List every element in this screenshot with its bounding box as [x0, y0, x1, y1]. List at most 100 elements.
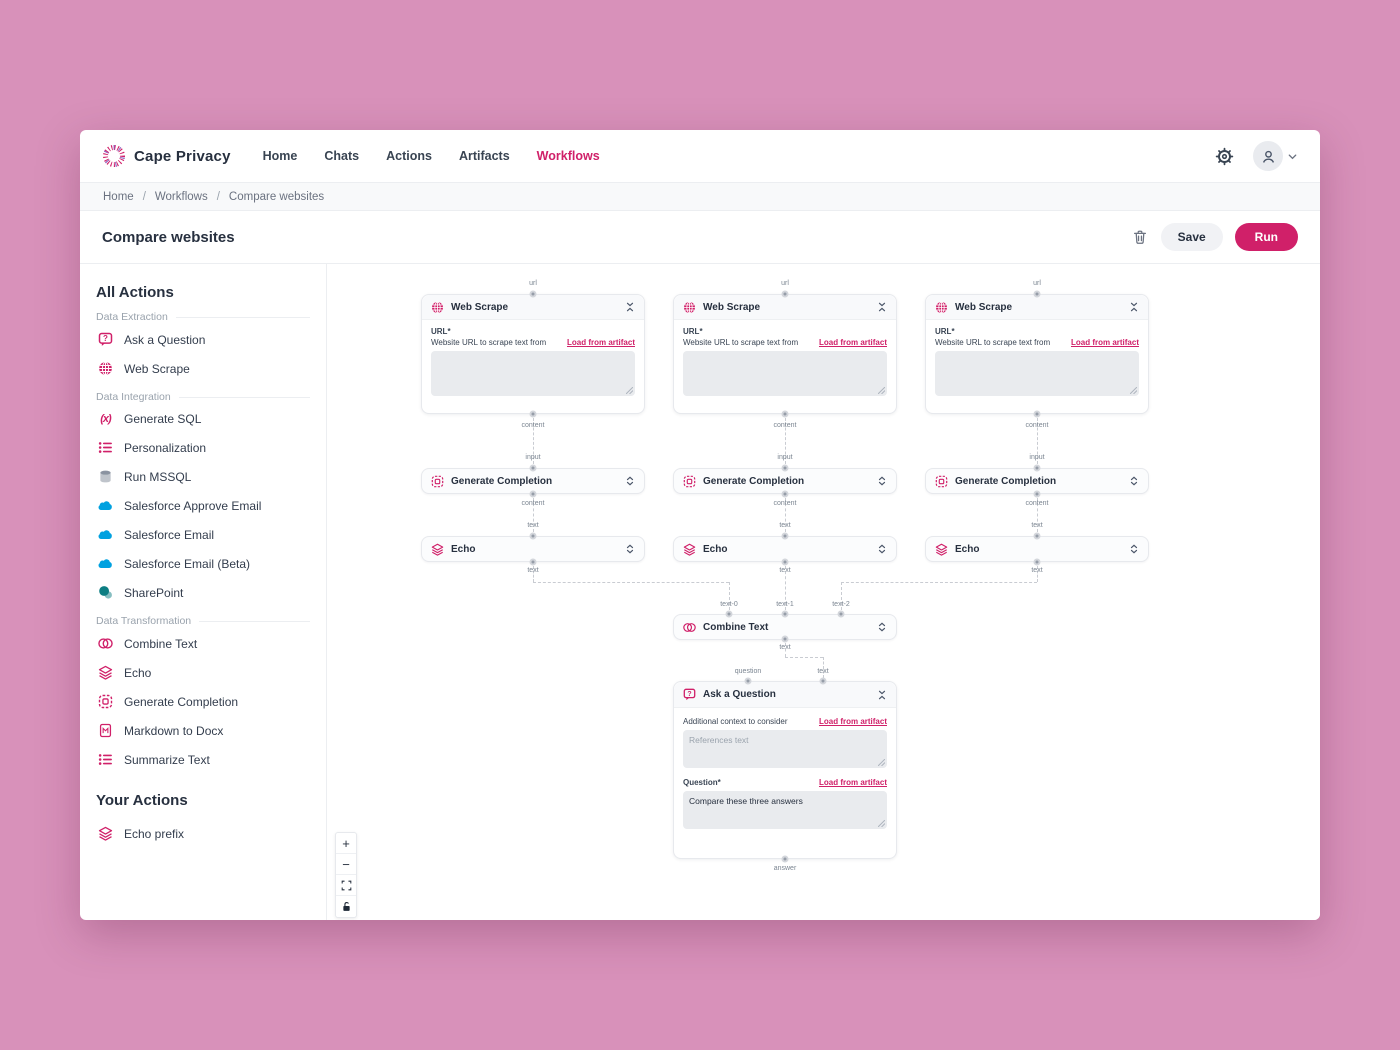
expand-node-icon[interactable] [1129, 544, 1139, 554]
expand-node-icon[interactable] [877, 476, 887, 486]
connection-handle[interactable] [819, 677, 827, 685]
sidebar-item-echo-prefix[interactable]: Echo prefix [96, 819, 310, 848]
settings-gear-icon[interactable] [1214, 146, 1235, 167]
connection-handle[interactable] [781, 410, 789, 418]
nav-item-home[interactable]: Home [262, 149, 298, 163]
zoom-out-button[interactable]: − [336, 854, 356, 875]
collapse-node-icon[interactable] [877, 690, 887, 700]
connection-handle[interactable] [781, 464, 789, 472]
collapse-node-icon[interactable] [1129, 302, 1139, 312]
connection-handle[interactable] [781, 490, 789, 498]
section-label: Data Transformation [96, 615, 192, 627]
nav-item-actions[interactable]: Actions [386, 149, 432, 163]
node-header[interactable]: Ask a Question [674, 682, 896, 708]
delete-workflow-button[interactable] [1131, 228, 1149, 246]
connection-handle[interactable] [1033, 558, 1041, 566]
sidebar-item-web-scrape[interactable]: Web Scrape [96, 354, 310, 383]
connection-handle[interactable] [1033, 410, 1041, 418]
nav-item-workflows[interactable]: Workflows [536, 149, 600, 163]
connection-handle[interactable] [529, 558, 537, 566]
node-web-scrape-2[interactable]: Web Scrape URL* Website URL to scrape te… [673, 294, 897, 414]
connection-handle[interactable] [744, 677, 752, 685]
expand-node-icon[interactable] [877, 622, 887, 632]
sidebar-item-combine-text[interactable]: Combine Text [96, 629, 310, 658]
connection-handle[interactable] [1033, 290, 1041, 298]
save-button[interactable]: Save [1160, 223, 1223, 251]
lock-interactivity-button[interactable] [336, 896, 356, 917]
connection-handle[interactable] [529, 532, 537, 540]
sidebar-item-echo[interactable]: Echo [96, 658, 310, 687]
node-web-scrape-3[interactable]: Web Scrape URL* Website URL to scrape te… [925, 294, 1149, 414]
connection-handle[interactable] [781, 558, 789, 566]
sidebar-item-markdown-to-docx[interactable]: Markdown to Docx [96, 716, 310, 745]
url-textarea[interactable] [935, 351, 1139, 396]
node-combine-text[interactable]: Combine Text [673, 614, 897, 640]
nav-item-chats[interactable]: Chats [324, 149, 360, 163]
node-echo-3[interactable]: Echo [925, 536, 1149, 562]
sidebar-item-generate-completion[interactable]: Generate Completion [96, 687, 310, 716]
fit-view-button[interactable] [336, 875, 356, 896]
nav-item-artifacts[interactable]: Artifacts [458, 149, 510, 163]
zoom-in-button[interactable]: + [336, 833, 356, 854]
sidebar-item-salesforce-email-beta[interactable]: Salesforce Email (Beta) [96, 549, 310, 578]
load-from-artifact-link[interactable]: Load from artifact [818, 717, 887, 726]
breadcrumb-workflows[interactable]: Workflows [154, 190, 208, 203]
load-from-artifact-link[interactable]: Load from artifact [818, 338, 887, 347]
connection-handle[interactable] [529, 410, 537, 418]
connection-handle[interactable] [781, 532, 789, 540]
load-from-artifact-link[interactable]: Load from artifact [1070, 338, 1139, 347]
connection-handle[interactable] [529, 290, 537, 298]
workflow-canvas[interactable]: url url url content content content inpu… [327, 264, 1320, 920]
connection-handle[interactable] [837, 610, 845, 618]
run-button[interactable]: Run [1234, 223, 1298, 251]
handle-label: text-2 [832, 601, 850, 608]
expand-node-icon[interactable] [625, 544, 635, 554]
node-web-scrape-1[interactable]: Web Scrape URL* Website URL to scrape te… [421, 294, 645, 414]
connection-handle[interactable] [529, 464, 537, 472]
sidebar-item-personalization[interactable]: Personalization [96, 433, 310, 462]
connection-handle[interactable] [781, 635, 789, 643]
node-header[interactable]: Web Scrape [926, 295, 1148, 320]
resize-grip-icon[interactable] [626, 387, 633, 394]
connection-handle[interactable] [781, 290, 789, 298]
sidebar-item-salesforce-email[interactable]: Salesforce Email [96, 520, 310, 549]
node-header[interactable]: Web Scrape [674, 295, 896, 320]
connection-handle[interactable] [1033, 490, 1041, 498]
collapse-node-icon[interactable] [625, 302, 635, 312]
question-textarea[interactable]: Compare these three answers [683, 791, 887, 829]
expand-node-icon[interactable] [1129, 476, 1139, 486]
context-textarea[interactable] [683, 730, 887, 768]
connection-handle[interactable] [725, 610, 733, 618]
connection-handle[interactable] [781, 855, 789, 863]
collapse-node-icon[interactable] [877, 302, 887, 312]
load-from-artifact-link[interactable]: Load from artifact [818, 778, 887, 787]
node-ask-a-question[interactable]: Ask a Question Additional context to con… [673, 681, 897, 859]
resize-grip-icon[interactable] [878, 820, 885, 827]
sidebar-item-salesforce-approve-email[interactable]: Salesforce Approve Email [96, 491, 310, 520]
resize-grip-icon[interactable] [878, 759, 885, 766]
url-textarea[interactable] [683, 351, 887, 396]
sidebar-item-generate-sql[interactable]: (x) Generate SQL [96, 405, 310, 433]
sidebar-item-run-mssql[interactable]: Run MSSQL [96, 462, 310, 491]
sidebar-item-summarize-text[interactable]: Summarize Text [96, 745, 310, 774]
chat-question-icon [98, 332, 113, 347]
connection-handle[interactable] [781, 610, 789, 618]
node-generate-completion-1[interactable]: Generate Completion [421, 468, 645, 494]
expand-node-icon[interactable] [625, 476, 635, 486]
resize-grip-icon[interactable] [1130, 387, 1137, 394]
connection-handle[interactable] [1033, 532, 1041, 540]
breadcrumb-home[interactable]: Home [103, 190, 134, 203]
user-menu[interactable] [1253, 141, 1298, 171]
connection-handle[interactable] [529, 490, 537, 498]
resize-grip-icon[interactable] [878, 387, 885, 394]
sidebar-item-ask-a-question[interactable]: Ask a Question [96, 325, 310, 354]
expand-node-icon[interactable] [877, 544, 887, 554]
load-from-artifact-link[interactable]: Load from artifact [566, 338, 635, 347]
connection-handle[interactable] [1033, 464, 1041, 472]
edge [533, 418, 534, 464]
node-header[interactable]: Web Scrape [422, 295, 644, 320]
sidebar-item-sharepoint[interactable]: SharePoint [96, 578, 310, 607]
url-textarea[interactable] [431, 351, 635, 396]
node-body: Additional context to consider Load from… [674, 708, 896, 838]
brand[interactable]: Cape Privacy [102, 144, 231, 168]
